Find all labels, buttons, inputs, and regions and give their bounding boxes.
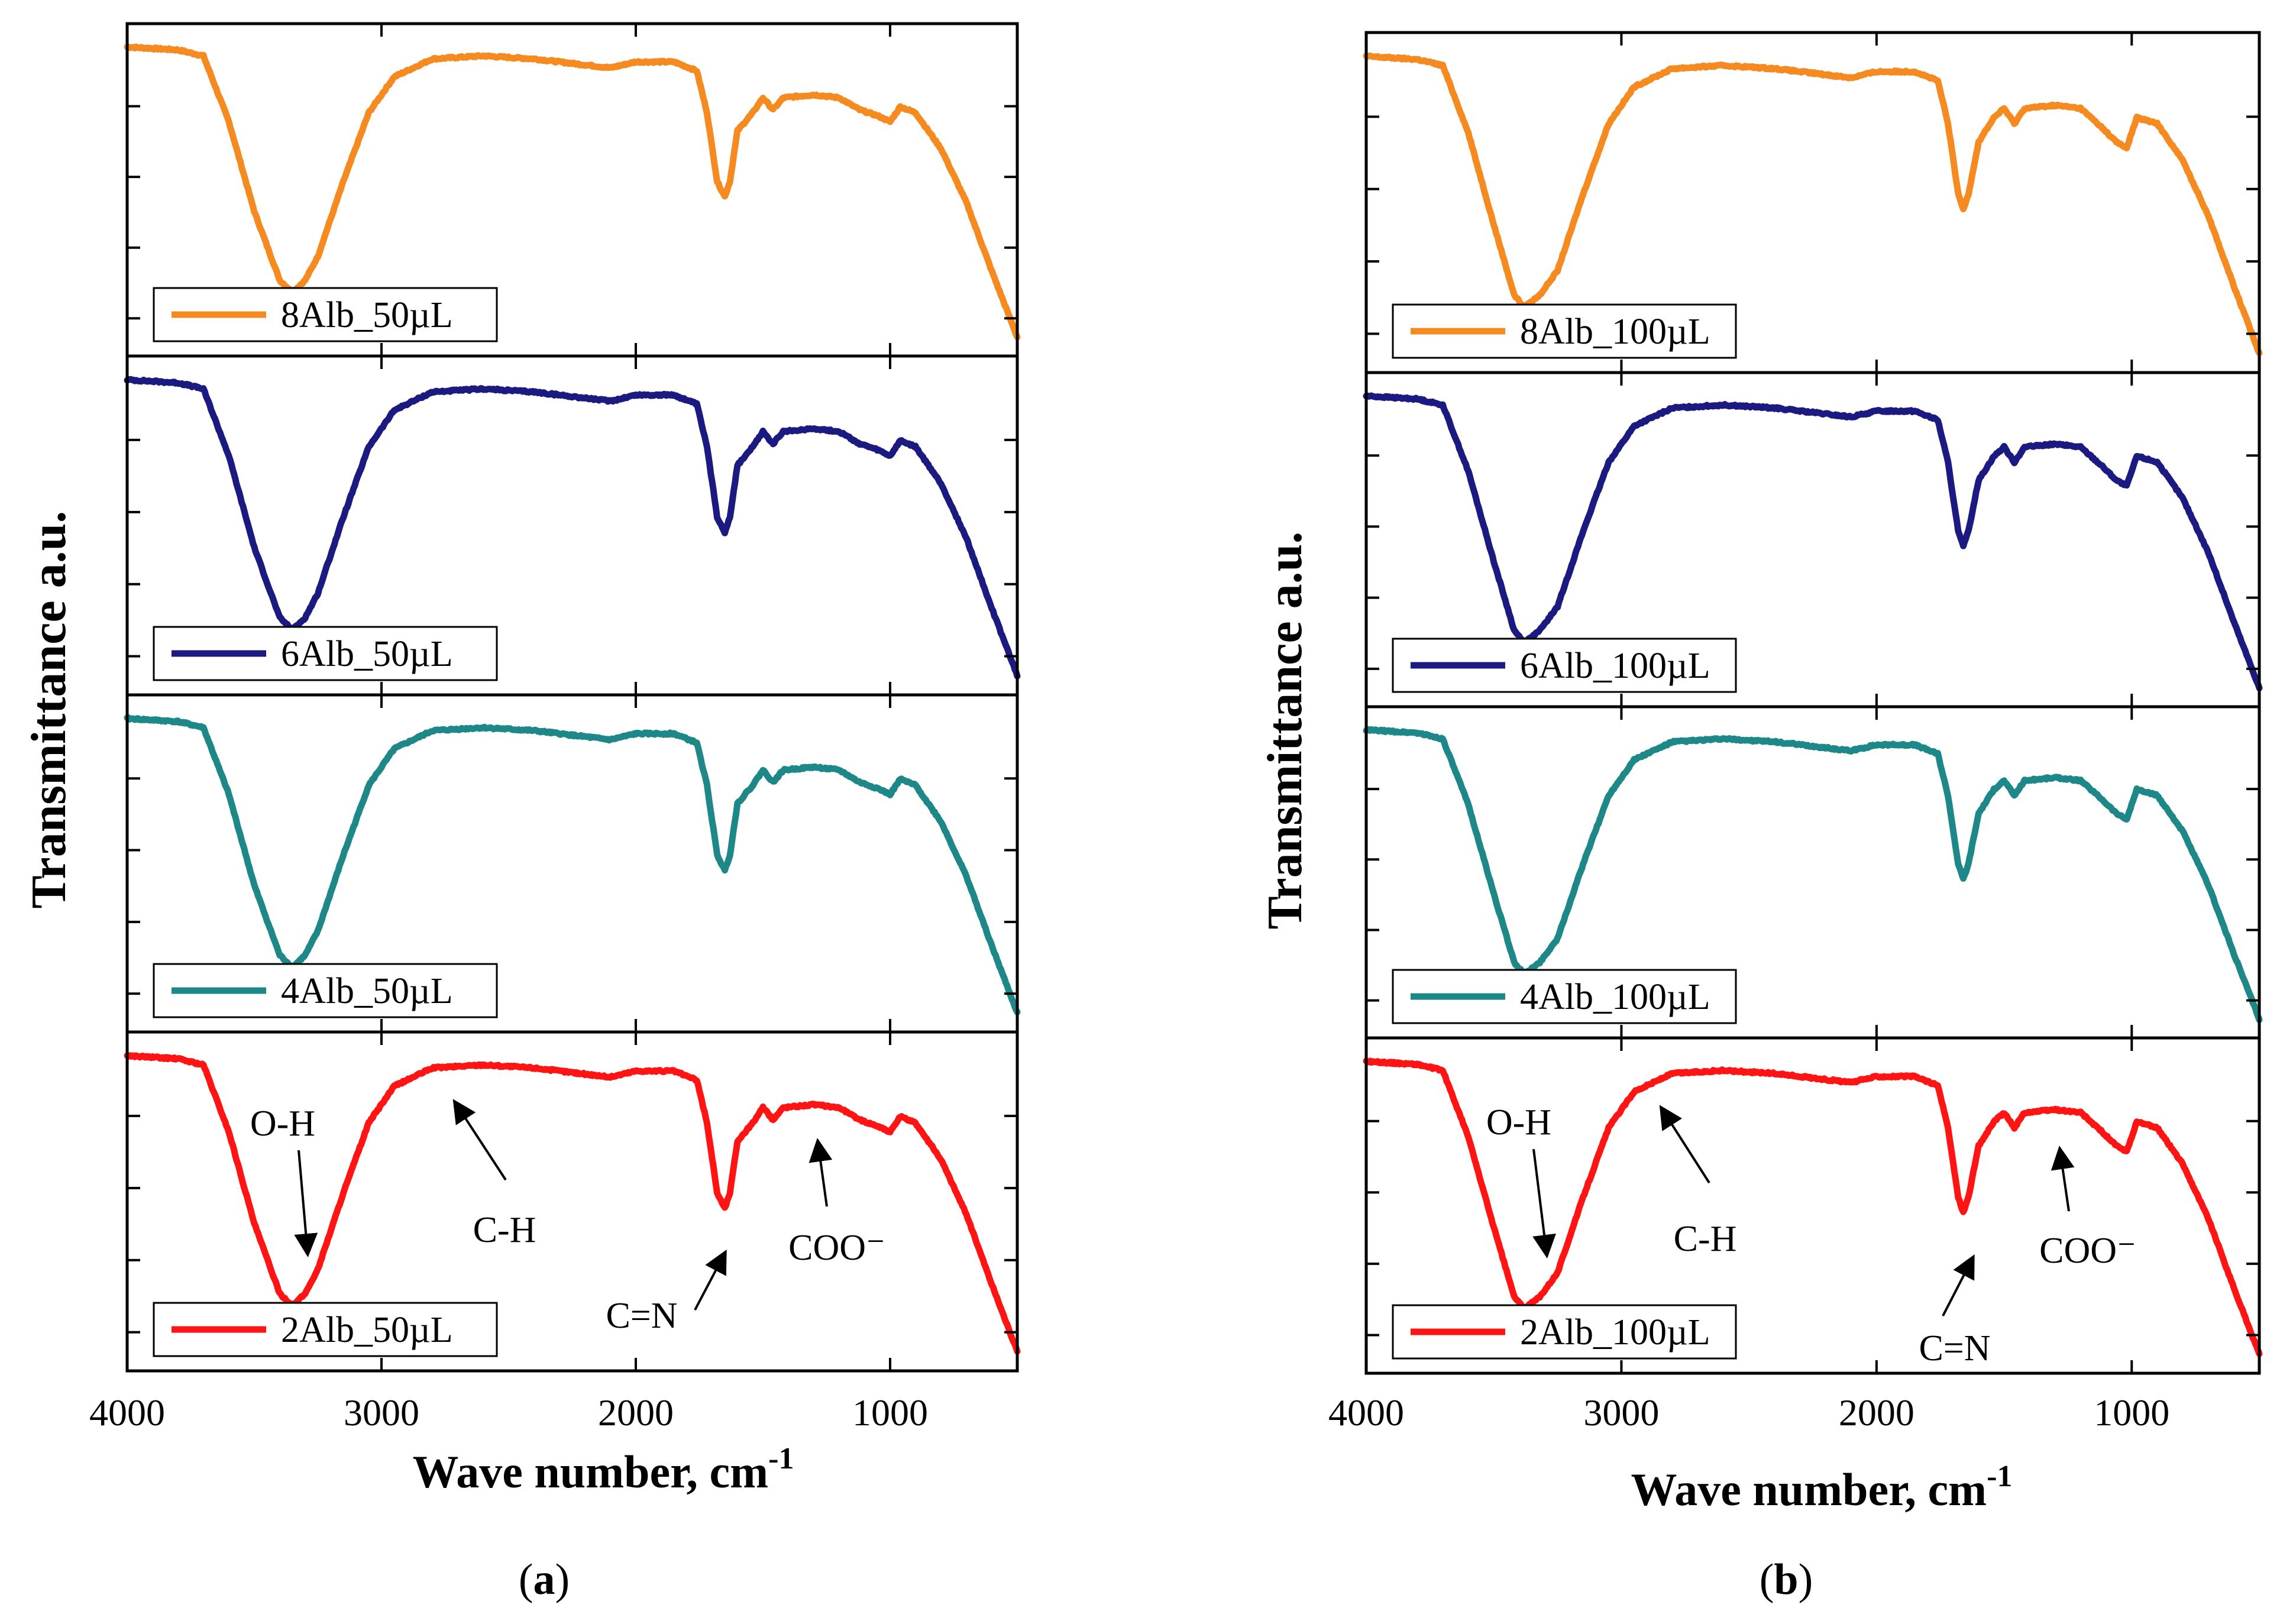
x-axis-title-b: Wave number, cm-1 [1631,1460,2013,1515]
subplot-frames-b [1364,31,2261,1375]
x-axis-title-text-b: Wave number, cm [1631,1464,1987,1515]
legend-label-3: 2Alb_100µL [1520,1312,1710,1353]
annotation-cn-arrow-b [1942,1254,1975,1316]
annotation-ch-arrow-b [1659,1105,1710,1184]
x-axis-title-a: Wave number, cm-1 [413,1442,794,1497]
tick-marks-a [126,24,1017,1371]
legend-label-0: 8Alb_50µL [281,295,453,335]
caption-a: (a) [519,1555,570,1604]
x-tick-labels-b: 4000 3000 2000 1000 [1328,1392,2169,1434]
annotation-oh-arrow-b [1532,1149,1556,1259]
annotation-coo-arrow-b [2051,1146,2075,1212]
annotation-ch-a: C-H [473,1210,536,1250]
x-tick-label-1: 3000 [344,1392,419,1434]
legend-label-1: 6Alb_50µL [281,634,453,674]
subplot-frame-3 [125,1030,1019,1373]
x-axis-title-sup-a: -1 [768,1442,794,1476]
annotations-a: O-H C-H C=N COO⁻ [250,1099,885,1336]
caption-a-letter: a [533,1555,555,1604]
annotation-coo-b: COO⁻ [2039,1231,2136,1271]
annotation-cn-a: C=N [606,1296,677,1336]
spectrum-line-1 [124,376,1021,680]
spectrum-line-2 [1363,726,2263,1023]
legends-a: 8Alb_50µL 6Alb_50µL 4Alb_50µL 2Alb_50µL [153,287,498,1357]
legend-label-1: 6Alb_100µL [1520,646,1710,686]
panel-a: 4000 3000 2000 1000 8Alb_50µL 6Alb_50µL 4Alb_… [21,22,1021,1604]
spectra-group-b [1363,52,2263,1357]
annotation-oh-a: O-H [250,1104,315,1144]
legend-label-0: 8Alb_100µL [1520,312,1710,352]
spectrum-line-0 [1363,52,2263,357]
x-tick-label-2: 2000 [1839,1392,1914,1434]
spectrum-line-3 [124,1052,1021,1355]
legend-label-2: 4Alb_100µL [1520,977,1710,1017]
annotation-oh-arrow-a [294,1150,318,1257]
x-axis-title-text-a: Wave number, cm [413,1446,769,1497]
legend-label-3: 2Alb_50µL [281,1310,453,1350]
spectrum-line-1 [1363,392,2263,691]
x-tick-label-3: 1000 [2094,1392,2169,1434]
spectra-group-a [124,43,1021,1355]
annotation-oh-b: O-H [1486,1102,1551,1143]
tick-marks-b [1365,33,2259,1373]
annotation-coo-arrow-a [808,1138,833,1207]
annotation-ch-b: C-H [1674,1219,1737,1259]
annotation-coo-a: COO⁻ [788,1228,885,1268]
spectrum-line-2 [124,714,1021,1015]
x-tick-label-0: 4000 [1328,1392,1404,1434]
x-tick-labels-a: 4000 3000 2000 1000 [89,1392,928,1434]
spectrum-line-3 [1363,1057,2263,1357]
subplot-frames-a [125,22,1019,1373]
caption-b: (b) [1760,1555,1813,1604]
legends-b: 8Alb_100µL 6Alb_100µL 4Alb_100µL 2Alb_100µL [1392,303,1737,1360]
x-axis-title-sup-b: -1 [1987,1460,2012,1493]
annotations-b: O-H C-H C=N COO⁻ [1486,1102,2136,1369]
y-axis-title-b: Transmittance a.u. [1257,532,1312,930]
panel-b: 4000 3000 2000 1000 8Alb_100µL 6Alb_100µL 4Al… [1257,31,2263,1604]
x-tick-label-2: 2000 [598,1392,674,1434]
annotation-cn-arrow-a [694,1249,727,1311]
annotation-ch-arrow-a [452,1099,507,1181]
x-tick-label-0: 4000 [89,1392,165,1434]
caption-b-letter: b [1774,1555,1798,1604]
annotation-cn-b: C=N [1919,1328,1990,1369]
spectrum-line-0 [124,43,1021,341]
y-axis-title-a: Transmittance a.u. [21,511,76,909]
legend-label-2: 4Alb_50µL [281,971,453,1011]
x-tick-label-1: 3000 [1583,1392,1659,1434]
subplot-frame-3 [1364,1036,2261,1375]
x-tick-label-3: 1000 [852,1392,928,1434]
